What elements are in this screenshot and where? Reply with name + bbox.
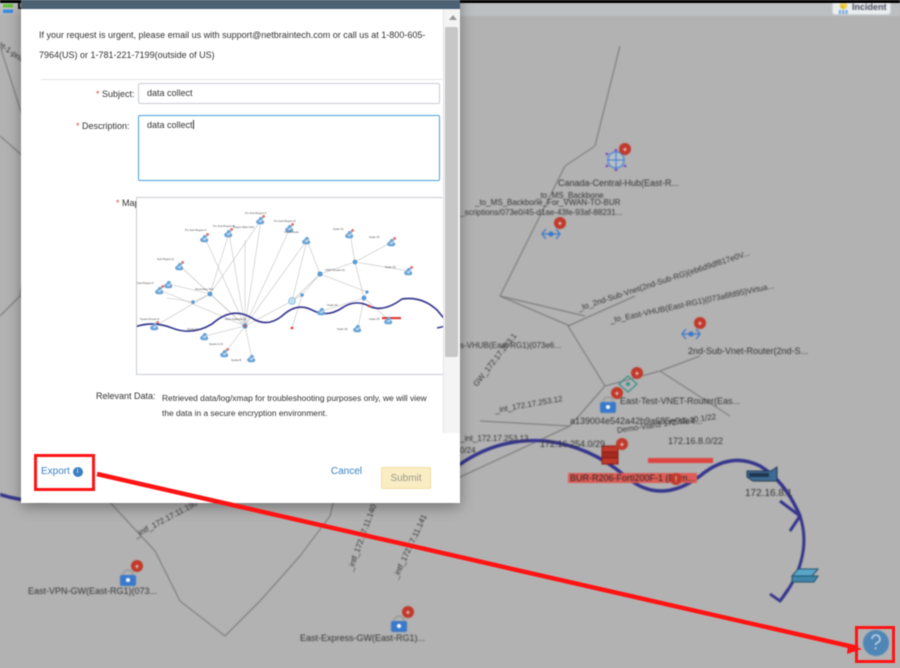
svg-text:Spoke-Router-D: Spoke-Router-D [140,317,159,321]
svg-text:+: + [698,319,703,328]
svg-text:+: + [558,219,563,228]
svg-text:VNET-Router-01: VNET-Router-01 [325,268,345,272]
svg-text:Node-X3: Node-X3 [385,265,396,269]
svg-text:+: + [620,440,625,449]
svg-text:!: ! [675,475,677,484]
svg-text:+: + [615,389,620,398]
svg-text:Main-Gateway-01: Main-Gateway-01 [225,317,247,321]
svg-text:VHUB-Node: VHUB-Node [284,230,299,234]
svg-text:Region-Main-Hub: Region-Main-Hub [233,225,255,229]
svg-text:Sub-Region-F: Sub-Region-F [137,281,154,285]
svg-text:+: + [406,608,411,617]
svg-text:Spoke-B: Spoke-B [231,358,242,362]
svg-text:Spoke-Sec: Spoke-Sec [187,327,201,331]
svg-text:Secondary-Hub: Secondary-Hub [195,287,214,291]
svg-text:+: + [635,369,640,378]
svg-text:Fin-Sub-Region-B: Fin-Sub-Region-B [213,224,235,228]
svg-text:Node-X2: Node-X2 [369,235,380,239]
svg-text:Node-X1: Node-X1 [333,227,344,231]
svg-text:Spoke-A-01: Spoke-A-01 [209,342,224,346]
svg-text:+: + [135,562,140,571]
svg-text:+: + [623,145,628,154]
svg-text:Node-X6: Node-X6 [337,327,348,331]
svg-text:Fin-Sub-Region-C: Fin-Sub-Region-C [245,211,267,215]
svg-text:Fin-Sub-Region-D: Fin-Sub-Region-D [274,219,296,223]
svg-text:Node-X4: Node-X4 [327,303,338,307]
svg-text:Sub-Region-E: Sub-Region-E [157,257,174,261]
svg-text:Node-X5: Node-X5 [369,317,380,321]
svg-text:Fin-Sub-Region-A: Fin-Sub-Region-A [185,228,207,232]
